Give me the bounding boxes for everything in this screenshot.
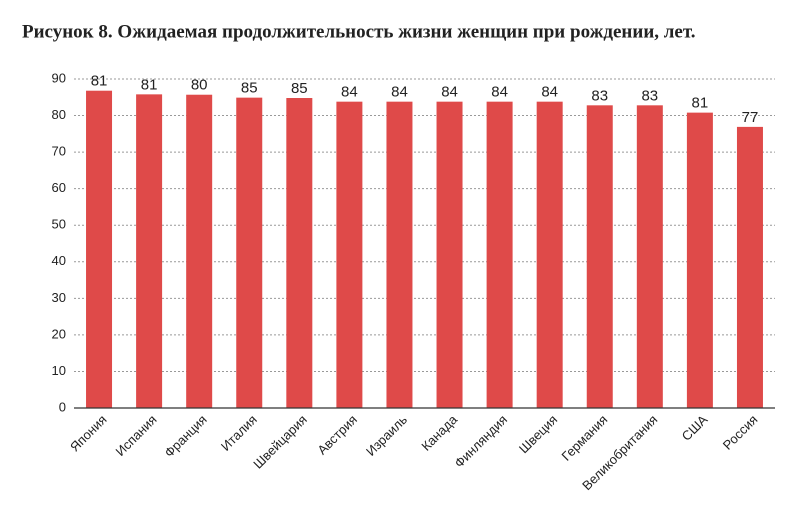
bar-annotation: 84 (541, 84, 558, 101)
y-tick-label: 80 (52, 107, 66, 122)
y-tick-label: 30 (52, 290, 66, 305)
x-tick-label: Австрия (314, 412, 360, 458)
bar-annotation: 80 (191, 77, 208, 94)
x-tick-label: Франция (161, 412, 209, 460)
bar (636, 105, 663, 408)
y-tick-label: 60 (52, 180, 66, 195)
bar-annotation: 84 (341, 84, 358, 101)
bar-annotation: 85 (241, 80, 258, 97)
bar (686, 112, 713, 409)
x-tick-label: США (679, 412, 711, 444)
bar (86, 90, 113, 408)
bar-annotation: 83 (641, 87, 658, 104)
bar (236, 97, 263, 408)
x-tick-label: Испания (113, 412, 160, 459)
bar-annotation: 83 (591, 87, 608, 104)
y-tick-label: 40 (52, 253, 66, 268)
y-tick-label: 70 (52, 144, 66, 159)
bar-annotation: 84 (441, 84, 458, 101)
bar (736, 126, 763, 408)
x-tick-label: Канада (418, 411, 460, 453)
bar-annotation: 81 (141, 76, 158, 93)
bar-annotation: 81 (692, 95, 709, 112)
bar (336, 101, 363, 409)
bar (536, 101, 563, 409)
x-tick-label: Италия (218, 412, 260, 454)
x-tick-label: Швеция (516, 412, 560, 456)
bar-annotation: 77 (742, 109, 759, 126)
bar-annotation: 84 (491, 84, 508, 101)
bar (386, 101, 413, 409)
x-tick-label: Израиль (363, 412, 410, 459)
x-tick-label: Германия (558, 412, 610, 464)
bar (436, 101, 463, 409)
y-tick-label: 0 (59, 399, 66, 414)
y-tick-label: 50 (52, 217, 66, 232)
bar-annotation: 85 (291, 80, 308, 97)
x-tick-label: Россия (720, 412, 761, 453)
y-tick-label: 10 (52, 363, 66, 378)
bar (186, 94, 213, 409)
y-tick-label: 90 (52, 70, 66, 85)
y-tick-label: 20 (52, 326, 66, 341)
bar-annotation: 81 (91, 73, 108, 90)
x-tick-label: Япония (67, 412, 110, 455)
bar (286, 98, 313, 409)
x-tick-label: Финляндия (451, 412, 510, 471)
chart-title: Рисунок 8. Ожидаемая продолжительность ж… (22, 21, 696, 42)
bar (486, 101, 513, 409)
bar-annotation: 84 (391, 84, 408, 101)
x-tick-label: Швейцария (250, 412, 310, 472)
bar (586, 105, 613, 408)
bar (136, 94, 163, 408)
